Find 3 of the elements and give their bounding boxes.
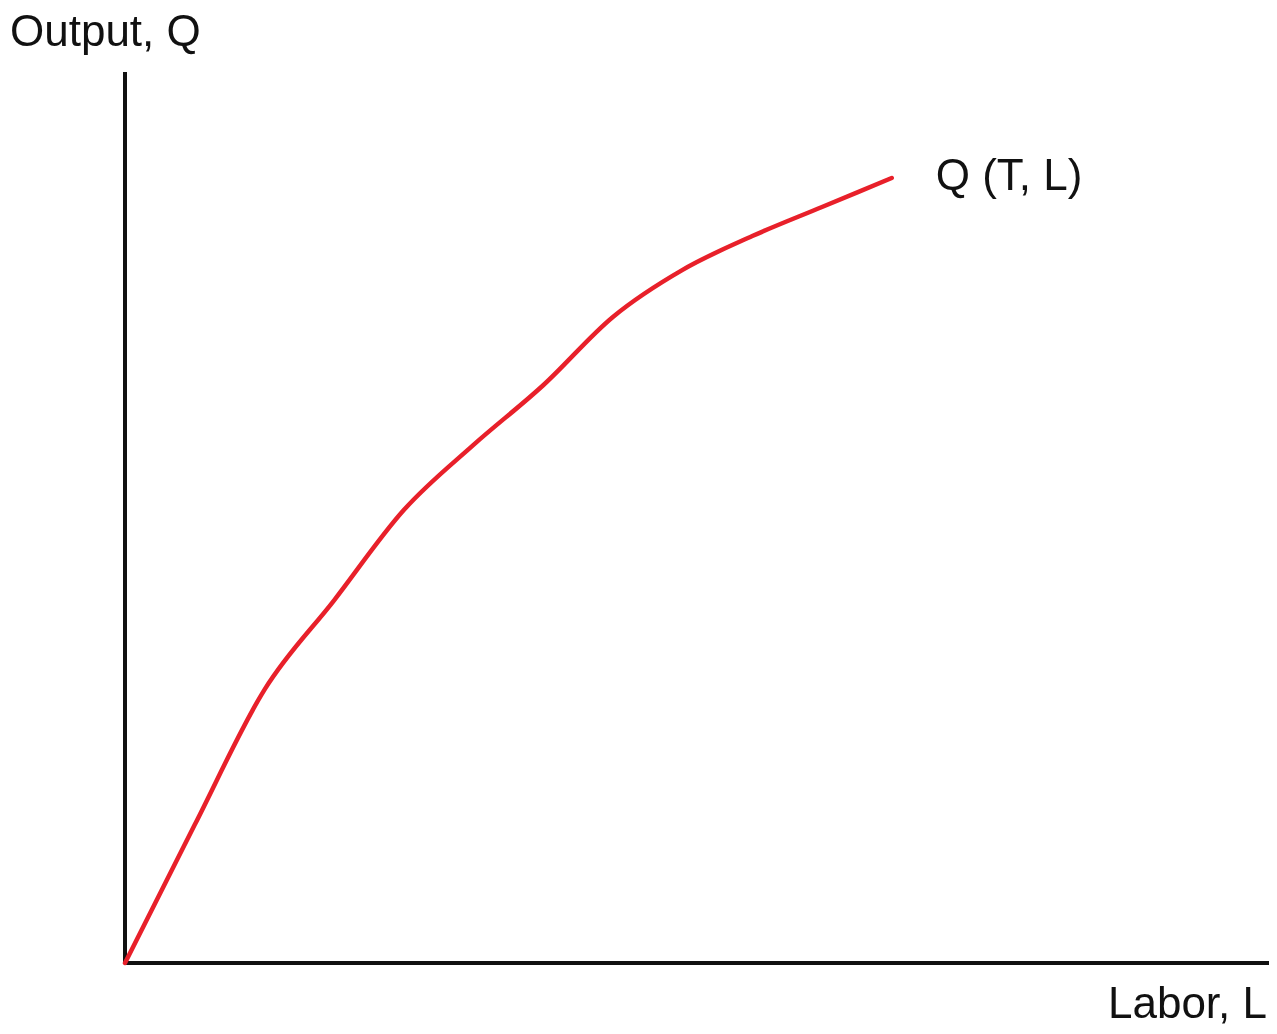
y-axis-title: Output, Q: [10, 6, 201, 55]
series-label: Q (T, L): [935, 149, 1083, 199]
x-axis-title: Labor, L: [1107, 978, 1267, 1027]
